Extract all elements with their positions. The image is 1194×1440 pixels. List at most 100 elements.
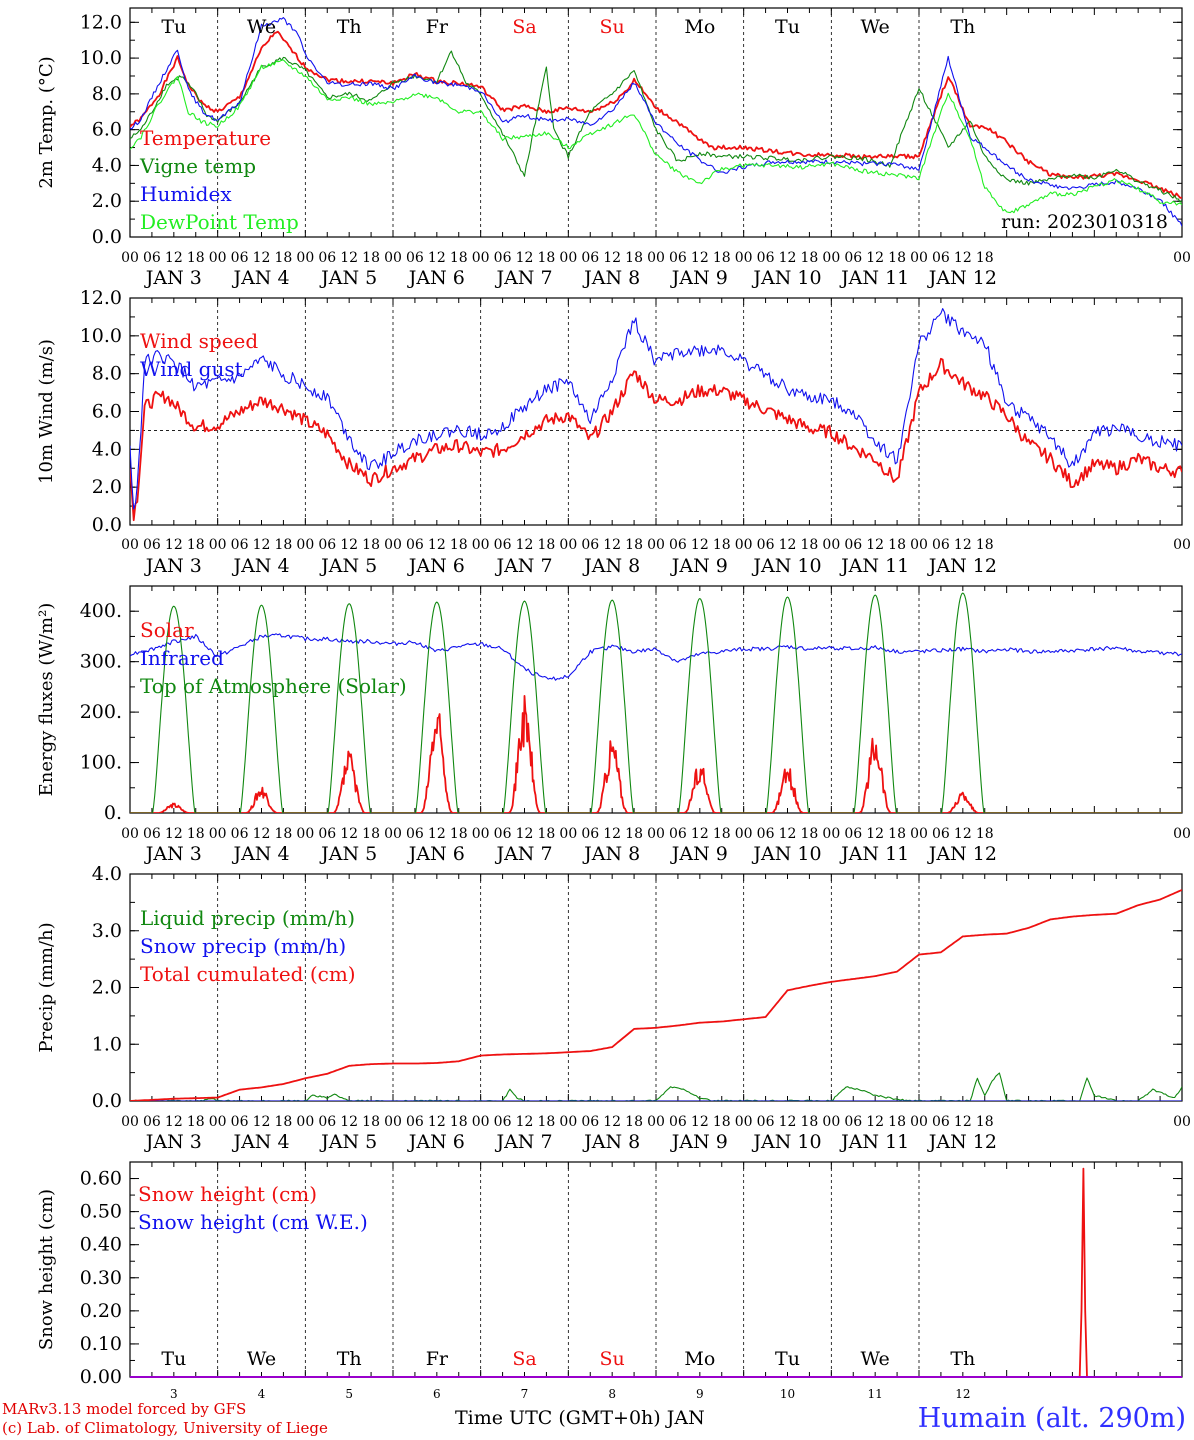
hour-tick-label: 12 bbox=[603, 1114, 621, 1130]
y-axis-label: Energy fluxes (W/m²) bbox=[36, 603, 57, 797]
hour-tick-label: 00 bbox=[735, 826, 753, 842]
hour-tick-label: 00 bbox=[121, 250, 139, 266]
hour-tick-label: 00 bbox=[647, 1114, 665, 1130]
legend-label: Top of Atmosphere (Solar) bbox=[140, 674, 407, 698]
hour-tick-label: 12 bbox=[428, 1114, 446, 1130]
hour-tick-label: 00 bbox=[384, 537, 402, 553]
date-label: JAN 8 bbox=[582, 555, 640, 577]
legend-label: Infrared bbox=[140, 646, 224, 670]
date-label: JAN 3 bbox=[144, 843, 202, 865]
hour-tick-label: 06 bbox=[669, 826, 687, 842]
legend-label: Temperature bbox=[140, 126, 271, 150]
hour-tick-label: 12 bbox=[165, 250, 183, 266]
hour-tick-label: 12 bbox=[603, 537, 621, 553]
y-tick-label: 2.0 bbox=[92, 476, 122, 498]
hour-tick-label: 12 bbox=[428, 250, 446, 266]
day-number-label: 3 bbox=[170, 1387, 178, 1401]
run-label: run: 2023010318 bbox=[1001, 211, 1168, 233]
hour-tick-label: 12 bbox=[691, 1114, 709, 1130]
hour-tick-label: 18 bbox=[450, 1114, 468, 1130]
legend-label: Total cumulated (cm) bbox=[140, 962, 356, 986]
hour-tick-label: 00 bbox=[121, 537, 139, 553]
hour-tick-label: 00 bbox=[647, 537, 665, 553]
hour-tick-label: 00 bbox=[472, 826, 490, 842]
y-tick-label: 300. bbox=[80, 651, 122, 673]
hour-tick-label: 12 bbox=[954, 250, 972, 266]
hour-tick-label: 06 bbox=[143, 1114, 161, 1130]
y-tick-label: 10.0 bbox=[80, 47, 122, 69]
hour-tick-label: 06 bbox=[669, 537, 687, 553]
hour-tick-label: 00 bbox=[822, 537, 840, 553]
date-label: JAN 12 bbox=[927, 555, 997, 577]
hour-tick-label: 00 bbox=[559, 826, 577, 842]
hour-tick-label: 00 bbox=[209, 1114, 227, 1130]
hour-tick-label: 18 bbox=[538, 1114, 556, 1130]
y-tick-label: 100. bbox=[80, 752, 122, 774]
weekday-label: Tu bbox=[161, 1348, 186, 1370]
hour-tick-label: 18 bbox=[187, 250, 205, 266]
weekday-label: We bbox=[861, 1348, 890, 1370]
hour-tick-label: 00 bbox=[121, 1114, 139, 1130]
hour-tick-label: 12 bbox=[954, 1114, 972, 1130]
hour-tick-label: 12 bbox=[866, 250, 884, 266]
hour-tick-label: 06 bbox=[757, 250, 775, 266]
hour-tick-label: 18 bbox=[801, 826, 819, 842]
hour-tick-label: 12 bbox=[165, 826, 183, 842]
hour-tick-label: 18 bbox=[801, 1114, 819, 1130]
date-label: JAN 5 bbox=[319, 267, 377, 289]
hour-tick-label: 00 bbox=[559, 250, 577, 266]
hour-tick-label: 18 bbox=[888, 826, 906, 842]
hour-tick-label: 06 bbox=[231, 826, 249, 842]
hour-tick-label: 00 bbox=[121, 826, 139, 842]
date-label: JAN 7 bbox=[494, 1131, 552, 1153]
weekday-label: Sa bbox=[512, 16, 536, 38]
hour-tick-label: 12 bbox=[779, 1114, 797, 1130]
date-label: JAN 4 bbox=[231, 555, 289, 577]
hour-tick-label: 06 bbox=[932, 1114, 950, 1130]
weekday-label: Su bbox=[600, 1348, 625, 1370]
weekday-label: Mo bbox=[684, 1348, 715, 1370]
series-group bbox=[130, 889, 1182, 1101]
date-label: JAN 6 bbox=[407, 843, 465, 865]
y-tick-label: 4.0 bbox=[92, 154, 122, 176]
hour-tick-label: 06 bbox=[581, 537, 599, 553]
series-line bbox=[130, 592, 1182, 813]
series-group bbox=[130, 308, 1182, 522]
panel-1: 0.02.04.06.08.010.012.02m Temp. (°C)00 06… bbox=[36, 7, 1191, 289]
time-axis-label: Time UTC (GMT+0h) JAN bbox=[455, 1407, 705, 1429]
date-label: JAN 3 bbox=[144, 267, 202, 289]
hour-tick-label: 00 bbox=[559, 537, 577, 553]
hour-tick-label: 12 bbox=[954, 537, 972, 553]
hour-tick-label: 12 bbox=[253, 1114, 271, 1130]
y-axis-label: 10m Wind (m/s) bbox=[36, 339, 57, 484]
hour-tick-label: 00 bbox=[209, 826, 227, 842]
date-label: JAN 4 bbox=[231, 267, 289, 289]
series-line bbox=[130, 59, 1182, 214]
date-label: JAN 10 bbox=[751, 267, 821, 289]
hour-tick-label: 00 bbox=[296, 250, 314, 266]
hour-tick-label: 00 bbox=[1173, 1114, 1191, 1130]
hour-tick-label: 18 bbox=[888, 1114, 906, 1130]
date-label: JAN 6 bbox=[407, 267, 465, 289]
date-label: JAN 10 bbox=[751, 1131, 821, 1153]
hour-tick-label: 12 bbox=[516, 1114, 534, 1130]
hour-tick-label: 18 bbox=[187, 1114, 205, 1130]
hour-tick-label: 00 bbox=[735, 250, 753, 266]
hour-tick-label: 18 bbox=[362, 1114, 380, 1130]
y-tick-label: 0.0 bbox=[92, 226, 122, 248]
hour-tick-label: 18 bbox=[801, 537, 819, 553]
hour-tick-label: 18 bbox=[450, 250, 468, 266]
hour-tick-label: 00 bbox=[472, 250, 490, 266]
series-line bbox=[130, 357, 1182, 522]
hour-tick-label: 18 bbox=[976, 250, 994, 266]
hour-tick-label: 06 bbox=[757, 826, 775, 842]
hour-tick-label: 00 bbox=[1173, 826, 1191, 842]
series-line bbox=[130, 889, 1182, 1101]
legend-label: Snow height (cm W.E.) bbox=[138, 1210, 368, 1234]
hour-tick-label: 12 bbox=[428, 537, 446, 553]
y-axis-label: 2m Temp. (°C) bbox=[36, 56, 57, 188]
hour-tick-label: 00 bbox=[209, 537, 227, 553]
hour-tick-label: 06 bbox=[581, 826, 599, 842]
hour-tick-label: 06 bbox=[231, 537, 249, 553]
